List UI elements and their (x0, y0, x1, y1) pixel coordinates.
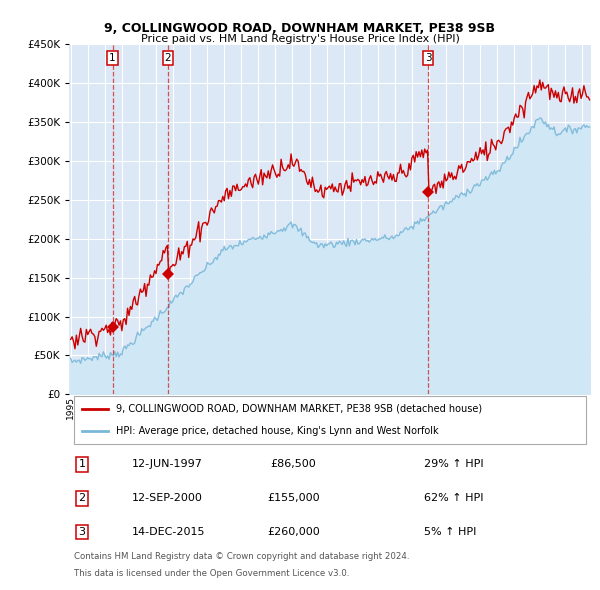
Text: Price paid vs. HM Land Registry's House Price Index (HPI): Price paid vs. HM Land Registry's House … (140, 34, 460, 44)
FancyBboxPatch shape (74, 396, 586, 444)
Text: 1: 1 (79, 459, 86, 469)
Text: 12-SEP-2000: 12-SEP-2000 (131, 493, 203, 503)
Text: 1: 1 (109, 53, 116, 63)
Text: 9, COLLINGWOOD ROAD, DOWNHAM MARKET, PE38 9SB (detached house): 9, COLLINGWOOD ROAD, DOWNHAM MARKET, PE3… (116, 404, 482, 414)
Text: 5% ↑ HPI: 5% ↑ HPI (424, 527, 476, 537)
Text: 9, COLLINGWOOD ROAD, DOWNHAM MARKET, PE38 9SB: 9, COLLINGWOOD ROAD, DOWNHAM MARKET, PE3… (104, 22, 496, 35)
Text: 12-JUN-1997: 12-JUN-1997 (131, 459, 203, 469)
Text: 3: 3 (425, 53, 431, 63)
Text: This data is licensed under the Open Government Licence v3.0.: This data is licensed under the Open Gov… (74, 569, 350, 578)
Text: 14-DEC-2015: 14-DEC-2015 (131, 527, 205, 537)
Text: HPI: Average price, detached house, King's Lynn and West Norfolk: HPI: Average price, detached house, King… (116, 427, 439, 437)
Text: 2: 2 (79, 493, 86, 503)
Text: 29% ↑ HPI: 29% ↑ HPI (424, 459, 484, 469)
Text: Contains HM Land Registry data © Crown copyright and database right 2024.: Contains HM Land Registry data © Crown c… (74, 552, 410, 560)
Text: £155,000: £155,000 (267, 493, 320, 503)
Text: 2: 2 (164, 53, 171, 63)
Text: £86,500: £86,500 (271, 459, 316, 469)
Text: 3: 3 (79, 527, 86, 537)
Text: £260,000: £260,000 (267, 527, 320, 537)
Text: 62% ↑ HPI: 62% ↑ HPI (424, 493, 484, 503)
